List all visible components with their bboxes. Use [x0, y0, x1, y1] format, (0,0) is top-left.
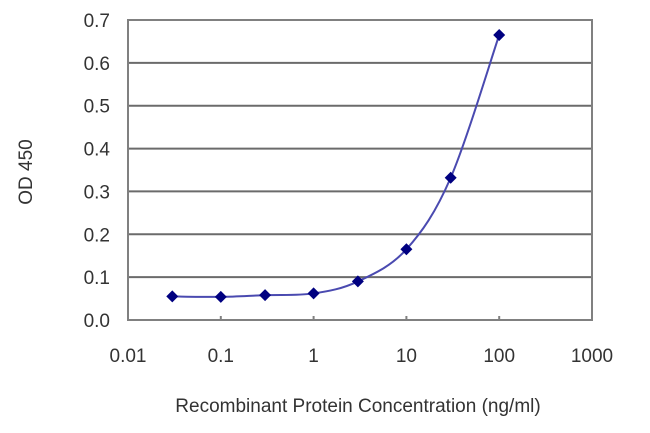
- y-tick-label: 0.0: [84, 311, 110, 332]
- y-tick-label: 0.3: [84, 182, 110, 203]
- y-tick-label: 0.5: [84, 97, 110, 118]
- x-tick-label: 10: [396, 346, 417, 367]
- series-line: [172, 34, 501, 298]
- data-point-diamond: [351, 275, 364, 288]
- y-axis-ticks: 0.0 0.1 0.2 0.3 0.4 0.5 0.6 0.7: [84, 11, 111, 332]
- data-series: [166, 29, 506, 303]
- x-tick-label: 1: [308, 346, 319, 367]
- y-tick-label: 0.2: [84, 225, 110, 246]
- y-tick-label: 0.6: [84, 54, 110, 75]
- y-tick-label: 0.7: [84, 11, 110, 32]
- data-point-diamond: [259, 289, 272, 302]
- data-point-diamond: [166, 290, 179, 303]
- x-axis-ticks: 0.01 0.1 1 10 100 1000: [110, 316, 613, 367]
- y-tick-label: 0.4: [84, 140, 111, 161]
- y-axis-title: OD 450: [16, 139, 37, 204]
- x-tick-label: 0.1: [208, 346, 234, 367]
- x-tick-label: 100: [483, 346, 515, 367]
- data-point-diamond: [400, 243, 413, 256]
- data-point-diamond: [444, 171, 457, 184]
- y-tick-label: 0.1: [84, 268, 110, 289]
- x-tick-label: 1000: [571, 346, 613, 367]
- x-tick-label: 0.01: [110, 346, 147, 367]
- data-point-diamond: [493, 29, 506, 41]
- gridlines: [128, 61, 592, 279]
- data-point-diamond: [307, 287, 320, 300]
- x-axis-label: Recombinant Protein Concentration (ng/ml…: [175, 396, 540, 417]
- data-point-diamond: [214, 290, 227, 303]
- plot-area: [127, 19, 593, 321]
- y-axis-label: OD 450: [16, 139, 37, 204]
